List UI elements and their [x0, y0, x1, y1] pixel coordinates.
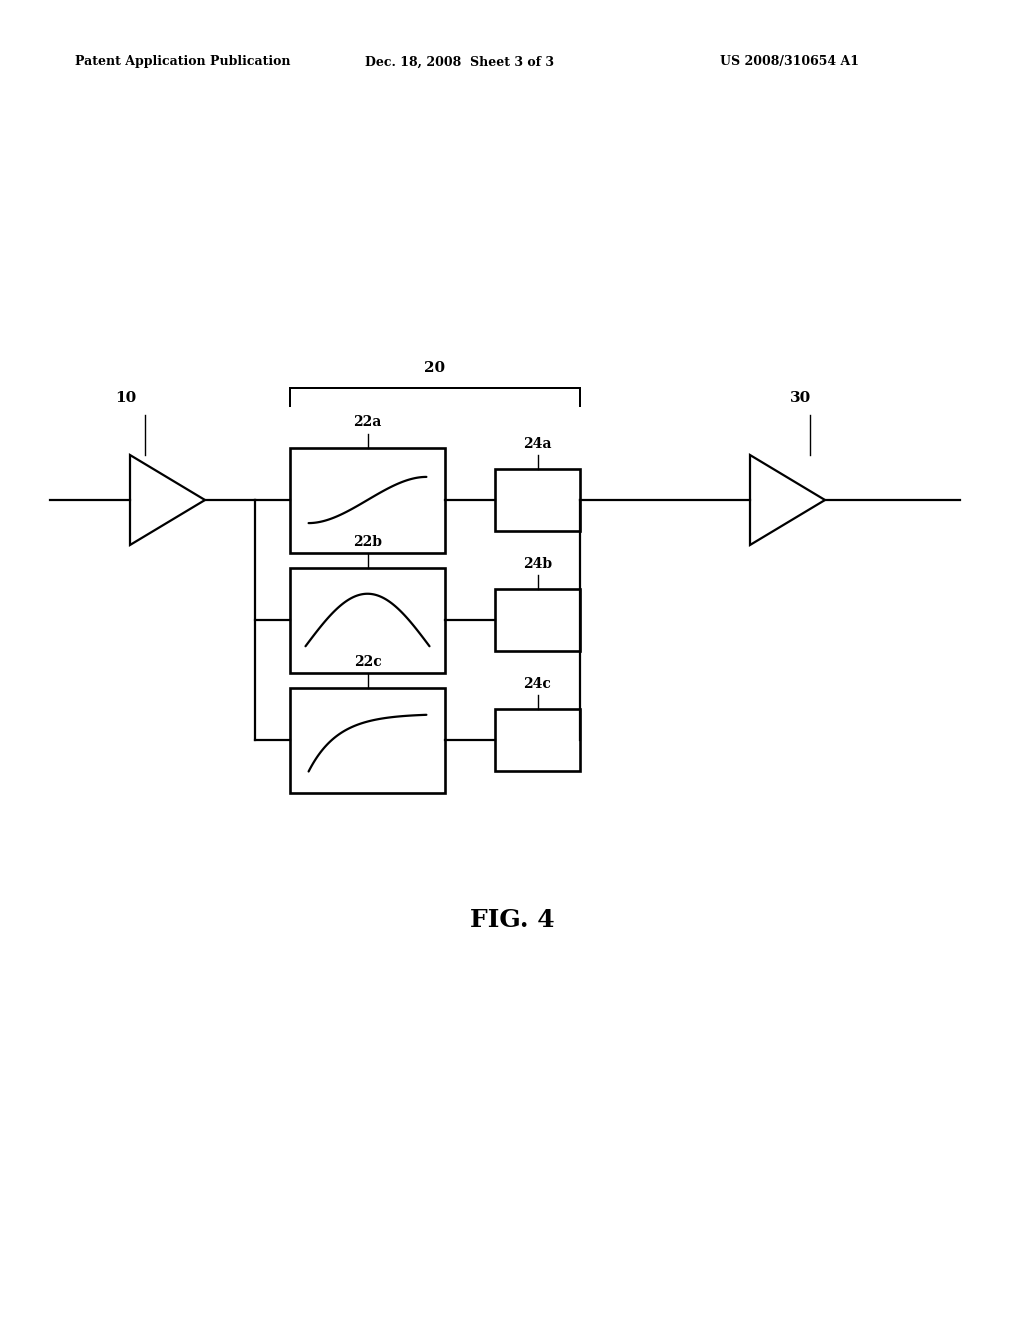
- Text: 24c: 24c: [523, 677, 552, 690]
- Bar: [290, 447, 445, 553]
- Text: 22a: 22a: [353, 416, 382, 429]
- Text: 24a: 24a: [523, 437, 552, 451]
- Bar: [495, 709, 580, 771]
- Text: 30: 30: [790, 391, 811, 405]
- Text: FIG. 4: FIG. 4: [470, 908, 554, 932]
- Bar: [495, 469, 580, 531]
- Text: 22c: 22c: [353, 656, 381, 669]
- Bar: [290, 688, 445, 792]
- Bar: [290, 568, 445, 672]
- Bar: [495, 589, 580, 651]
- Text: 22b: 22b: [353, 536, 382, 549]
- Text: 24b: 24b: [523, 557, 552, 572]
- Text: Dec. 18, 2008  Sheet 3 of 3: Dec. 18, 2008 Sheet 3 of 3: [365, 55, 554, 69]
- Text: 20: 20: [424, 362, 445, 375]
- Text: 10: 10: [115, 391, 136, 405]
- Text: Patent Application Publication: Patent Application Publication: [75, 55, 291, 69]
- Text: US 2008/310654 A1: US 2008/310654 A1: [720, 55, 859, 69]
